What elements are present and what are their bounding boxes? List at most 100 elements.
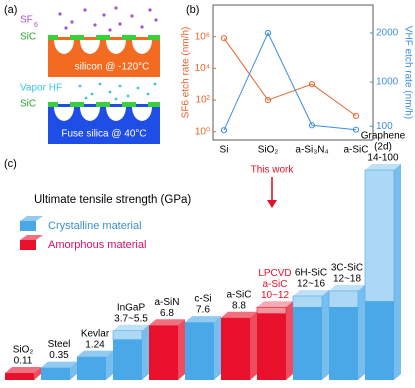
- schematic-top: [48, 6, 160, 77]
- bar-side: [286, 301, 293, 380]
- bar-top: [77, 350, 113, 357]
- panel-label: (b): [186, 4, 199, 16]
- value-label: 14-100: [367, 153, 399, 164]
- x-tick-label: a-SiC: [343, 145, 368, 156]
- bar-side: [214, 316, 221, 380]
- category-label: SiO₂: [13, 345, 34, 356]
- value-label: 3.7~5.5: [114, 313, 148, 324]
- y-tick-label: 10⁴: [195, 63, 210, 74]
- bar-top: [257, 301, 293, 308]
- category-label: LPCVD: [258, 268, 291, 279]
- legend-label: Crystalline material: [48, 220, 142, 232]
- bar-top: [221, 311, 257, 318]
- bar-top: [113, 324, 149, 331]
- bar-top: [293, 290, 329, 296]
- x-tick-label: SiO₂: [258, 145, 279, 156]
- legend-swatch-top: [20, 216, 43, 221]
- bar-top: [149, 319, 185, 326]
- value-label: 8.8: [232, 300, 246, 311]
- value-label: 0.11: [14, 356, 33, 367]
- series-line: [223, 37, 357, 117]
- bar-range: [328, 290, 359, 308]
- bar-range: [256, 306, 287, 314]
- gas-subscript: 6: [34, 22, 38, 29]
- category-label: 6H-SiC: [295, 268, 327, 279]
- data-point: [264, 29, 272, 37]
- film-label: SiC: [20, 32, 36, 43]
- bar-side: [358, 284, 365, 380]
- data-point: [308, 81, 316, 88]
- bar: [221, 317, 250, 380]
- data-point: [220, 35, 228, 42]
- data-point: [352, 126, 360, 133]
- bar: [41, 367, 70, 380]
- bar: [257, 313, 286, 380]
- data-point: [352, 112, 360, 119]
- legend-swatch-top: [20, 235, 43, 240]
- bar: [329, 307, 358, 380]
- x-tick-label: Si: [220, 145, 229, 156]
- bar-side: [178, 319, 185, 380]
- value-label: 1.24: [85, 339, 105, 350]
- panel-label: (a): [4, 4, 17, 16]
- panel-label: (c): [4, 158, 17, 170]
- y-axis-label: SF6 etch rate (nm/h): [181, 27, 192, 119]
- category-label: Graphene: [361, 131, 406, 142]
- value-label: 12~16: [297, 279, 326, 290]
- annotation: This work: [251, 165, 295, 176]
- bar-range: [112, 330, 143, 340]
- x-tick-label: a-Si₃N₄: [295, 145, 328, 156]
- bar-top: [41, 361, 77, 368]
- category-label: (2d): [374, 142, 392, 153]
- chart-title: Ultimate tensile strength (GPa): [34, 194, 191, 206]
- bar: [293, 307, 322, 380]
- bar: [149, 325, 178, 380]
- bar-side: [394, 164, 401, 380]
- substrate-label: Fuse silica @ 40°C: [61, 129, 146, 140]
- category-label: a-SiC: [262, 279, 287, 290]
- category-label: InGaP: [117, 302, 146, 313]
- y2-tick-label: 2000: [376, 28, 399, 39]
- y-tick-label: 10²: [196, 95, 211, 106]
- data-point: [264, 96, 272, 104]
- bar: [185, 322, 214, 380]
- bar-side: [322, 290, 329, 380]
- category-label: 3C-SiC: [331, 263, 363, 274]
- category-label: Steel: [48, 339, 71, 350]
- category-label: a-SiC: [226, 289, 251, 300]
- gas-label: Vapor HF: [20, 83, 62, 94]
- bar-top: [329, 284, 365, 291]
- bar-top: [185, 316, 221, 323]
- y-tick-label: 10⁰: [195, 126, 210, 137]
- bar-side: [142, 324, 149, 380]
- bar-side: [250, 311, 257, 380]
- legend-label: Amorphous material: [48, 239, 146, 251]
- category-label: Kevlar: [81, 328, 110, 339]
- data-point: [308, 122, 316, 129]
- category-label: c-Si: [194, 294, 211, 305]
- value-label: 10~12: [261, 290, 290, 301]
- bar-top: [365, 164, 401, 170]
- bar: [113, 339, 142, 380]
- annotation-arrowhead: [267, 200, 277, 208]
- value-label: 6.8: [160, 308, 174, 319]
- bar-top: [5, 367, 41, 374]
- category-label: a-SiN: [154, 297, 179, 308]
- plot-frame: [212, 4, 374, 141]
- value-label: 12~18: [333, 274, 362, 285]
- gas-label: SF: [20, 15, 33, 26]
- value-label: 7.6: [196, 305, 210, 316]
- value-label: 0.35: [49, 350, 69, 361]
- y2-tick-label: 1000: [376, 77, 399, 88]
- bar-range: [292, 295, 323, 308]
- bar-side: [106, 350, 113, 380]
- substrate-label: silicon @ -120°C: [75, 62, 150, 73]
- bar: [5, 373, 34, 380]
- film-label: SiC: [20, 99, 36, 110]
- legend-swatch: [20, 240, 36, 250]
- y2-axis-label: VHF etch rate (nm/h): [402, 26, 413, 119]
- schematic-bottom: [48, 82, 160, 144]
- bar: [77, 356, 106, 380]
- bar-side: [70, 361, 77, 380]
